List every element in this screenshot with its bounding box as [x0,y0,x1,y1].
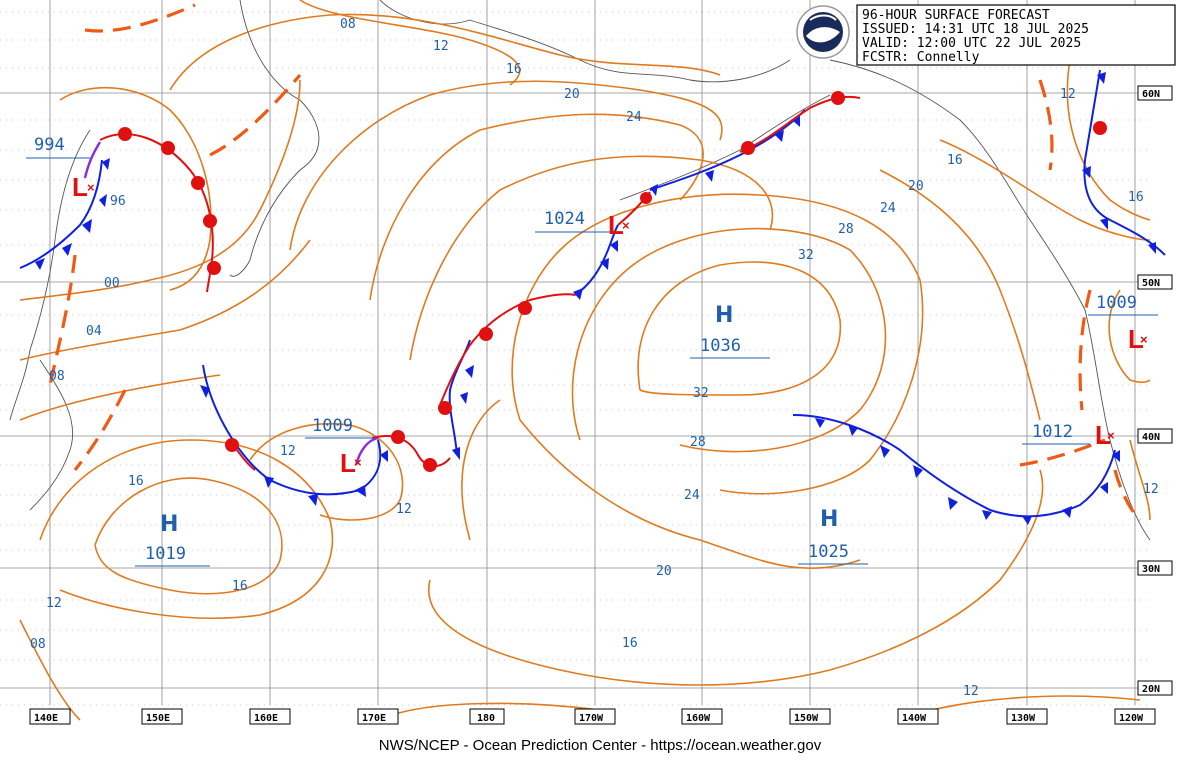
lon-label: 140W [902,713,927,724]
isobars [19,0,1151,721]
low-1012-pressure: 1012 [1032,422,1073,442]
isobar-label: 16 [128,474,144,489]
svg-text:×: × [1107,428,1115,443]
low-994-pressure: 994 [34,135,65,155]
lon-label: 180 [477,713,495,724]
lon-label: 150W [794,713,819,724]
cold-fronts [19,69,1166,518]
isobar-label: 32 [693,386,709,401]
isobar-label: 16 [506,62,522,77]
lon-label: 130W [1011,713,1036,724]
isobar-label: 20 [908,179,924,194]
troughs [48,3,1142,522]
noaa-logo [796,5,850,59]
lon-label: 120W [1119,713,1144,724]
warm-fronts [99,95,861,471]
isobar-label: 08 [30,637,46,652]
low-1009-east-pressure: 1009 [1096,293,1137,313]
low-1009-west-pressure: 1009 [312,416,353,436]
svg-text:L: L [608,210,624,240]
high-1019-symbol: H [160,512,178,537]
coastlines [9,0,1151,541]
lat-label-50n: 50N [1142,278,1160,289]
lat-label-40n: 40N [1142,432,1160,443]
isobar-label: 32 [798,248,814,263]
high-1036-pressure: 1036 [700,336,741,356]
isobar-label: 16 [622,636,638,651]
lon-label: 170E [362,713,386,724]
isobar-label: 08 [49,369,65,384]
svg-text:×: × [622,218,630,233]
header-title: 96-HOUR SURFACE FORECAST [862,8,1050,23]
isobar-label: 24 [880,201,896,216]
isobar-label: 16 [1128,190,1144,205]
longitude-labels: 140E 150E 160E 170E 180 170W 160W 150W 1… [29,708,1156,725]
svg-text:×: × [1140,332,1148,347]
latitude-labels: 60N 50N 40N 30N 20N [1137,85,1173,696]
high-1025-pressure: 1025 [808,542,849,562]
warm-front-bumps [118,91,1107,472]
footer-credit: NWS/NCEP - Ocean Prediction Center - htt… [379,737,822,754]
isobar-labels: 08 12 16 20 24 96 00 04 08 28 32 20 24 1… [30,17,1159,699]
isobar-label: 12 [396,502,412,517]
isobar-label: 00 [104,276,120,291]
lat-label-30n: 30N [1142,564,1160,575]
isobar-label: 96 [110,194,126,209]
lat-label-60n: 60N [1142,89,1160,100]
header-issued: ISSUED: 14:31 UTC 18 JUL 2025 [862,22,1089,37]
isobar-label: 28 [690,435,706,450]
svg-text:L: L [1095,420,1111,450]
header-forecaster: FCSTR: Connelly [862,50,980,65]
header-valid: VALID: 12:00 UTC 22 JUL 2025 [862,36,1081,51]
svg-text:L: L [72,172,88,202]
isobar-label: 16 [947,153,963,168]
high-1025-symbol: H [820,507,838,532]
dotted-grid [0,11,1150,706]
isobar-label: 12 [963,684,979,699]
isobar-label: 28 [838,222,854,237]
svg-text:×: × [87,180,95,195]
lon-label: 160E [254,713,278,724]
low-center-marks: L × L× L× L× L× [72,172,1148,478]
high-1036-symbol: H [715,303,733,328]
forecast-header: 96-HOUR SURFACE FORECAST ISSUED: 14:31 U… [856,4,1176,66]
isobar-label: 12 [433,39,449,54]
isobar-label: 12 [1143,482,1159,497]
lat-label-20n: 20N [1142,684,1160,695]
isobar-label: 16 [232,579,248,594]
isobar-label: 12 [280,444,296,459]
cold-front-barbs [35,72,1156,525]
pressure-centers: 994 1024 H 1036 1009 H 1019 H 1025 1009 … [26,135,1158,567]
isobar-label: 24 [684,488,700,503]
high-1019-pressure: 1019 [145,544,186,564]
isobar-label: 04 [86,324,102,339]
lon-label: 140E [34,713,58,724]
low-1024-pressure: 1024 [544,209,585,229]
svg-text:L: L [1128,324,1144,354]
isobar-label: 24 [626,110,642,125]
lon-label: 170W [579,713,604,724]
isobar-label: 20 [564,87,580,102]
svg-text:L: L [340,448,356,478]
occluded-fronts [83,141,379,466]
isobar-label: 08 [340,17,356,32]
svg-text:×: × [354,455,362,470]
isobar-label: 12 [1060,87,1076,102]
lon-label: 160W [686,713,711,724]
lon-label: 150E [146,713,170,724]
isobar-label: 20 [656,564,672,579]
isobar-label: 12 [46,596,62,611]
